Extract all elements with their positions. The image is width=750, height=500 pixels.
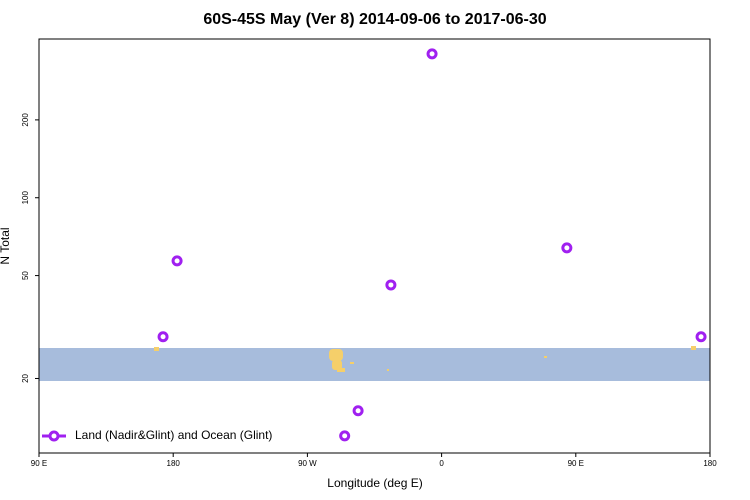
point	[339, 430, 351, 442]
point	[695, 331, 707, 343]
y-axis-label: N Total	[0, 227, 12, 264]
x-tick-label: 90 E	[31, 459, 47, 468]
y-tick-label: 200	[21, 113, 30, 127]
map-strip	[39, 348, 710, 381]
x-tick-label: 90 W	[298, 459, 317, 468]
x-tick-label: 90 E	[568, 459, 584, 468]
y-tick-label: 20	[21, 373, 30, 382]
point	[385, 279, 397, 291]
plot-frame	[38, 38, 711, 454]
point	[352, 405, 364, 417]
x-axis-label: Longitude (deg E)	[327, 476, 422, 490]
legend-label: Land (Nadir&Glint) and Ocean (Glint)	[75, 428, 272, 442]
chart-title: 60S-45S May (Ver 8) 2014-09-06 to 2017-0…	[203, 11, 546, 28]
x-tick-label: 0	[439, 459, 444, 468]
point	[561, 242, 573, 254]
y-tick-label: 50	[21, 271, 30, 280]
legend-marker	[48, 430, 60, 442]
point	[171, 255, 183, 267]
point	[426, 48, 438, 60]
x-tick-label: 180	[703, 459, 717, 468]
land	[154, 346, 696, 372]
y-tick-label: 100	[21, 191, 30, 205]
point	[157, 331, 169, 343]
x-tick-label: 180	[167, 459, 181, 468]
